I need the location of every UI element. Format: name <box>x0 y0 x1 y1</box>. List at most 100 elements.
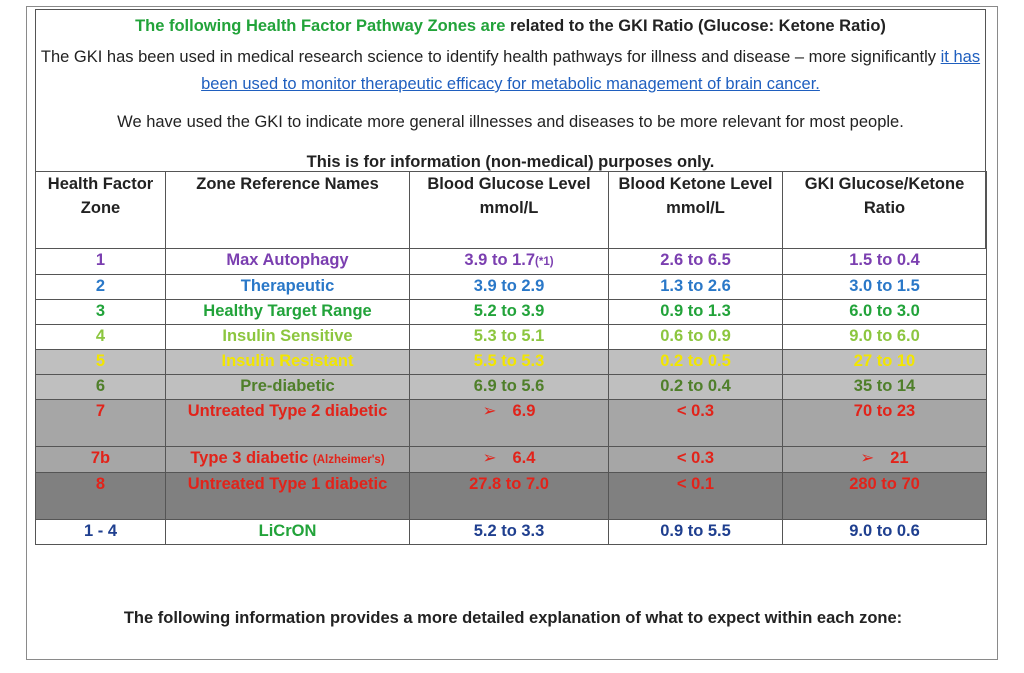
table-row: 7 Untreated Type 2 diabetic ➢ 6.9 < 0.3 70 to… <box>35 399 987 447</box>
ketone-cell: 0.2 to 0.4 <box>608 374 783 400</box>
gki-value: 35 to 14 <box>853 377 916 395</box>
zone-cell: 8 <box>35 472 166 520</box>
footer-note: The following information provides a mor… <box>123 609 903 627</box>
purpose-disclaimer: This is for information (non-medical) pu… <box>306 153 715 171</box>
zone-cell: 5 <box>35 349 166 375</box>
intro-paragraph: The GKI has been used in medical researc… <box>36 44 985 98</box>
intro-text: The GKI has been used in medical researc… <box>40 48 941 66</box>
ketone-cell: < 0.3 <box>608 446 783 473</box>
table-row: 8 Untreated Type 1 diabetic 27.8 to 7.0 < 0… <box>35 472 987 520</box>
ketone-cell: 0.9 to 1.3 <box>608 299 783 325</box>
glucose-value: 6.4 <box>512 449 536 467</box>
ketone-cell: < 0.1 <box>608 472 783 520</box>
zone-name-cell: Type 3 diabetic (Alzheimer's) <box>165 446 410 473</box>
glucose-cell: 5.2 to 3.3 <box>409 519 609 545</box>
arrow-icon: ➢ <box>860 449 875 467</box>
glucose-cell: ➢ 6.4 <box>409 446 609 473</box>
ketone-cell: 2.6 to 6.5 <box>608 248 783 275</box>
zone-cell: 4 <box>35 324 166 350</box>
zone-cell: 2 <box>35 274 166 300</box>
zone-cell: 3 <box>35 299 166 325</box>
title-rest-part: related to the GKI Ratio (Glucose: Keton… <box>505 17 886 35</box>
gki-cell: 9.0 to 6.0 <box>782 324 987 350</box>
column-header: GKI Glucose/Ketone Ratio <box>782 171 987 249</box>
ketone-cell: 0.9 to 5.5 <box>608 519 783 545</box>
glucose-value: 6.9 to 5.6 <box>473 377 545 395</box>
zone-name: Therapeutic <box>240 277 335 295</box>
zone-name-cell: LiCrON <box>165 519 410 545</box>
gki-cell: ➢ 21 <box>782 446 987 473</box>
arrow-icon: ➢ <box>482 449 497 467</box>
zone-name-cell: Insulin Sensitive <box>165 324 410 350</box>
zone-name-cell: Untreated Type 2 diabetic <box>165 399 410 447</box>
zone-name: Untreated Type 1 diabetic <box>187 475 388 493</box>
brain-cancer-link[interactable]: it has been used to monitor therapeutic … <box>201 48 981 93</box>
table-row: 3 Healthy Target Range 5.2 to 3.9 0.9 to 1.… <box>35 299 987 325</box>
zone-name: Pre-diabetic <box>240 377 335 395</box>
glucose-value: 5.3 to 5.1 <box>473 327 545 345</box>
gki-cell: 3.0 to 1.5 <box>782 274 987 300</box>
zone-name: Insulin Sensitive <box>222 327 353 345</box>
glucose-cell: 3.9 to 1.7(*1) <box>409 248 609 275</box>
glucose-value: 27.8 to 7.0 <box>469 475 549 493</box>
table-row: 6 Pre-diabetic 6.9 to 5.6 0.2 to 0.4 35 to 1… <box>35 374 987 400</box>
glucose-value: 3.9 to 2.9 <box>473 277 545 295</box>
zone-name: LiCrON <box>258 522 317 540</box>
zone-name-cell: Insulin Resistant <box>165 349 410 375</box>
arrow-icon: ➢ <box>482 402 497 420</box>
glucose-value: 3.9 to 1.7 <box>464 251 536 269</box>
glucose-value: 5.5 to 5.3 <box>473 352 545 370</box>
glucose-value: 5.2 to 3.9 <box>473 302 545 320</box>
gki-value: 21 <box>890 449 909 467</box>
zone-cell: 7b <box>35 446 166 473</box>
gki-value: 70 to 23 <box>853 402 916 420</box>
gki-value: 9.0 to 0.6 <box>849 522 920 540</box>
glucose-cell: 5.3 to 5.1 <box>409 324 609 350</box>
glucose-value: 5.2 to 3.3 <box>473 522 545 540</box>
zone-name-cell: Max Autophagy <box>165 248 410 275</box>
general-paragraph: We have used the GKI to indicate more ge… <box>117 113 904 131</box>
gki-value: 280 to 70 <box>849 475 920 493</box>
ketone-cell: < 0.3 <box>608 399 783 447</box>
gki-cell: 1.5 to 0.4 <box>782 248 987 275</box>
zone-name: Max Autophagy <box>226 251 349 269</box>
zone-name: Untreated Type 2 diabetic <box>187 402 388 420</box>
ketone-cell: 1.3 to 2.6 <box>608 274 783 300</box>
gki-cell: 280 to 70 <box>782 472 987 520</box>
column-header: Blood Glucose Level mmol/L <box>409 171 609 249</box>
table-row: 2 Therapeutic 3.9 to 2.9 1.3 to 2.6 3.0 to 1… <box>35 274 987 300</box>
gki-value: 1.5 to 0.4 <box>849 251 920 269</box>
ketone-cell: 0.2 to 0.5 <box>608 349 783 375</box>
content-frame: The following Health Factor Pathway Zone… <box>35 9 987 545</box>
zone-name-cell: Untreated Type 1 diabetic <box>165 472 410 520</box>
column-header: Blood Ketone Level mmol/L <box>608 171 783 249</box>
gki-cell: 6.0 to 3.0 <box>782 299 987 325</box>
table-row: 5 Insulin Resistant 5.5 to 5.3 0.2 to 0.5 27… <box>35 349 987 375</box>
zone-name-cell: Therapeutic <box>165 274 410 300</box>
glucose-note: (*1) <box>535 256 554 268</box>
gki-value: 27 to 10 <box>853 352 916 370</box>
table-row: 1 Max Autophagy 3.9 to 1.7(*1) 2.6 to 6.5 1.… <box>35 248 987 275</box>
table-header-row: Health Factor Zone Zone Reference Names Bl… <box>35 171 987 249</box>
zone-name-cell: Pre-diabetic <box>165 374 410 400</box>
zone-cell: 6 <box>35 374 166 400</box>
table-row: 7b Type 3 diabetic (Alzheimer's) ➢ 6.4 < 0.3… <box>35 446 987 473</box>
zone-cell: 1 - 4 <box>35 519 166 545</box>
zone-name-note: (Alzheimer's) <box>312 454 385 466</box>
glucose-value: 6.9 <box>512 402 536 420</box>
gki-cell: 27 to 10 <box>782 349 987 375</box>
gki-cell: 70 to 23 <box>782 399 987 447</box>
title-green-part: The following Health Factor Pathway Zone… <box>135 17 506 35</box>
zone-name-cell: Healthy Target Range <box>165 299 410 325</box>
glucose-cell: 27.8 to 7.0 <box>409 472 609 520</box>
glucose-cell: 5.5 to 5.3 <box>409 349 609 375</box>
document-page: The following Health Factor Pathway Zone… <box>26 6 998 660</box>
zone-name: Healthy Target Range <box>203 302 372 320</box>
zone-name: Type 3 diabetic <box>190 449 309 467</box>
column-header: Zone Reference Names <box>165 171 410 249</box>
glucose-cell: ➢ 6.9 <box>409 399 609 447</box>
page-title: The following Health Factor Pathway Zone… <box>36 14 985 38</box>
gki-zone-table: Health Factor Zone Zone Reference Names Bl… <box>35 171 987 545</box>
gki-cell: 35 to 14 <box>782 374 987 400</box>
gki-value: 9.0 to 6.0 <box>849 327 920 345</box>
